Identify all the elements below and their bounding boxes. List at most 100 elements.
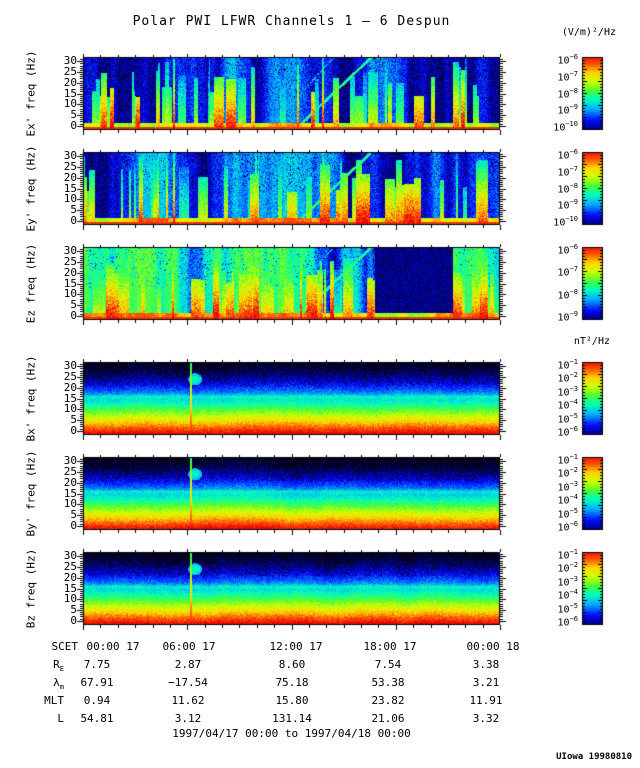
ephemeris-row-label-λ: λm (53, 676, 64, 692)
y-axis-label-bz: Bz freq (Hz) (24, 548, 38, 629)
colorbar-tick-label: 10−1 (557, 453, 578, 467)
freq-tick-label: 0 (70, 518, 77, 532)
spectrogram-panel-ey (83, 152, 500, 225)
colorbar-tick-label: 10−8 (557, 287, 578, 301)
freq-tick-label: 15 (63, 391, 77, 405)
freq-tick-label: 10 (63, 287, 77, 301)
freq-tick-label: 25 (63, 465, 77, 479)
colorbar-tick-label: 10−3 (557, 384, 578, 399)
spectrogram-panel-ez (83, 247, 500, 320)
freq-tick-label: 10 (63, 97, 77, 111)
colorbar-tick-label: 10−5 (557, 601, 578, 615)
freq-tick-label: 25 (63, 255, 77, 269)
colorbar-tick-label: 10−6 (557, 53, 578, 67)
colorbar-tick-label: 10−1 (557, 548, 578, 562)
freq-tick-label: 0 (70, 423, 77, 437)
ephemeris-value: 23.82 (371, 694, 405, 707)
time-tick-label: 00:00 17 (86, 640, 140, 653)
ephemeris-value: 67.91 (80, 676, 114, 689)
ephemeris-value: 3.32 (472, 712, 500, 725)
ephemeris-row-label-l: L (57, 712, 64, 725)
colorbar-tick-label: 10−10 (553, 215, 578, 229)
spectrogram-panel-bx (83, 362, 500, 435)
colorbar-tick-label: 10−8 (557, 86, 578, 100)
colorbar-tick-label: 10−6 (557, 148, 578, 162)
colorbar-tick-label: 10−3 (557, 574, 578, 589)
ephemeris-value: 11.91 (469, 694, 503, 707)
chart-title: Polar PWI LFWR Channels 1 — 6 Despun (132, 14, 451, 29)
freq-tick-label: 5 (70, 412, 77, 426)
time-tick-label: 06:00 17 (162, 640, 216, 653)
electric-units-label: (V/m)²/Hz (561, 27, 616, 38)
time-tick-label: 18:00 17 (363, 640, 417, 653)
spectrogram-panel-ex (83, 57, 500, 130)
ephemeris-value: 75.18 (275, 676, 309, 689)
freq-tick-label: 20 (63, 475, 77, 489)
ephemeris-value: 21.06 (371, 712, 405, 725)
freq-tick-label: 5 (70, 202, 77, 216)
ephemeris-value: 15.80 (275, 694, 309, 707)
freq-tick-label: 10 (63, 192, 77, 206)
freq-tick-label: 10 (63, 402, 77, 416)
colorbar-by (582, 457, 603, 530)
freq-tick-label: 15 (63, 486, 77, 500)
freq-tick-label: 5 (70, 602, 77, 616)
freq-tick-label: 10 (63, 497, 77, 511)
ephemeris-row-label-scet: SCET (51, 640, 79, 653)
colorbar-tick-label: 10−2 (557, 466, 578, 480)
freq-tick-label: 20 (63, 170, 77, 184)
freq-tick-label: 15 (63, 581, 77, 595)
ephemeris-value: 131.14 (272, 712, 312, 725)
freq-tick-label: 30 (63, 454, 77, 468)
freq-tick-label: 15 (63, 86, 77, 100)
ephemeris-value: 54.81 (80, 712, 114, 725)
colorbar-tick-label: 10−6 (557, 425, 578, 439)
colorbar-bx (582, 362, 603, 435)
magnetic-units-label: nT²/Hz (573, 336, 610, 347)
freq-tick-label: 30 (63, 149, 77, 163)
colorbar-tick-label: 10−2 (557, 561, 578, 575)
freq-tick-label: 5 (70, 297, 77, 311)
credit-label: UIowa 19980810 (556, 752, 632, 762)
freq-tick-label: 30 (63, 244, 77, 258)
ephemeris-value: 8.60 (278, 658, 306, 671)
colorbar-tick-label: 10−6 (557, 243, 578, 257)
freq-tick-label: 25 (63, 370, 77, 384)
freq-tick-label: 0 (70, 308, 77, 322)
colorbar-tick-label: 10−3 (557, 479, 578, 494)
colorbar-tick-label: 10−4 (557, 588, 578, 602)
colorbar-tick-label: 10−9 (557, 198, 578, 212)
colorbar-tick-label: 10−7 (557, 164, 578, 179)
colorbar-tick-label: 10−4 (557, 398, 578, 412)
ephemeris-value: 3.12 (174, 712, 202, 725)
freq-tick-label: 15 (63, 181, 77, 195)
colorbar-tick-label: 10−6 (557, 520, 578, 534)
freq-tick-label: 25 (63, 65, 77, 79)
freq-tick-label: 15 (63, 276, 77, 290)
colorbar-tick-label: 10−6 (557, 615, 578, 629)
colorbar-tick-label: 10−2 (557, 371, 578, 385)
ephemeris-value: 7.54 (374, 658, 402, 671)
freq-tick-label: 30 (63, 54, 77, 68)
colorbar-tick-label: 10−8 (557, 181, 578, 195)
ephemeris-value: 7.75 (83, 658, 111, 671)
colorbar-ex (582, 57, 603, 130)
freq-tick-label: 0 (70, 213, 77, 227)
time-range-label: 1997/04/17 00:00 to 1997/04/18 00:00 (172, 727, 411, 740)
spectrogram-panel-by (83, 457, 500, 530)
time-tick-label: 00:00 18 (466, 640, 520, 653)
colorbar-tick-label: 10−4 (557, 493, 578, 507)
colorbar-tick-label: 10−1 (557, 358, 578, 372)
freq-tick-label: 0 (70, 118, 77, 132)
time-tick-label: 12:00 17 (269, 640, 323, 653)
colorbar-tick-label: 10−5 (557, 411, 578, 425)
ephemeris-row-label-mlt: MLT (44, 694, 64, 707)
ephemeris-value: 53.38 (371, 676, 405, 689)
freq-tick-label: 5 (70, 107, 77, 121)
freq-tick-label: 25 (63, 560, 77, 574)
ephemeris-value: 0.94 (83, 694, 111, 707)
freq-tick-label: 20 (63, 380, 77, 394)
freq-tick-label: 20 (63, 570, 77, 584)
